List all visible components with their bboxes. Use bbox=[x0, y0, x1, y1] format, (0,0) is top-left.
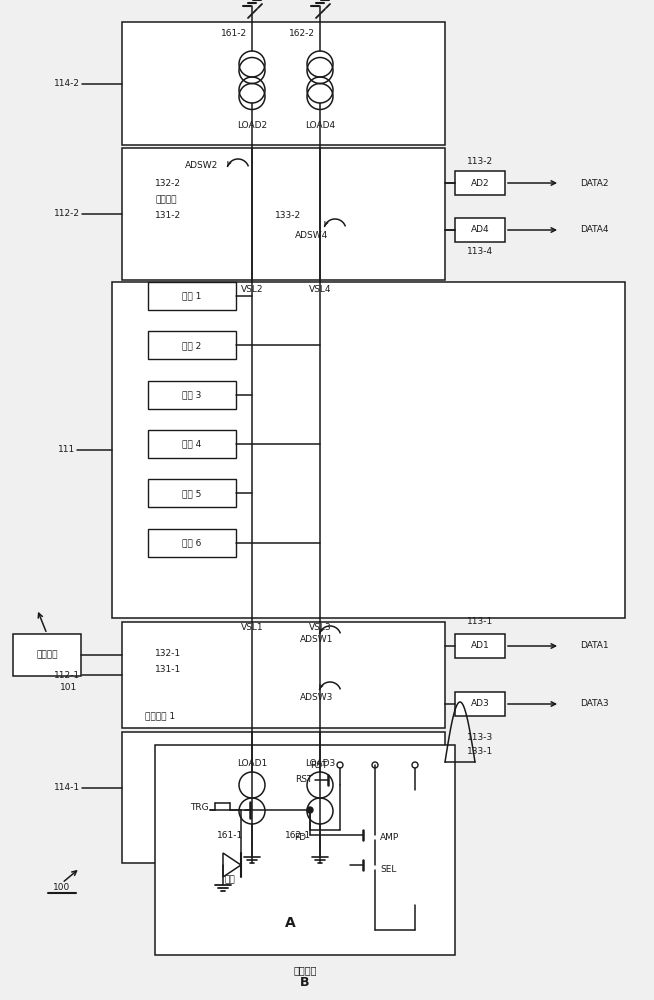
Bar bbox=[122, 148, 445, 280]
Text: 像素: 像素 bbox=[224, 876, 235, 884]
Text: B: B bbox=[300, 976, 310, 990]
Text: SEL: SEL bbox=[380, 865, 396, 874]
Text: 133-2: 133-2 bbox=[275, 211, 301, 220]
Text: ADSW1: ADSW1 bbox=[300, 636, 334, 645]
Text: 像素 6: 像素 6 bbox=[182, 538, 201, 547]
Bar bbox=[122, 22, 445, 145]
Text: 113-1: 113-1 bbox=[467, 617, 493, 626]
Bar bbox=[122, 732, 445, 863]
Text: 131-2: 131-2 bbox=[155, 212, 181, 221]
Bar bbox=[122, 622, 445, 728]
Text: FD: FD bbox=[294, 834, 306, 842]
Text: ADSW3: ADSW3 bbox=[300, 694, 334, 702]
Text: 161-2: 161-2 bbox=[221, 29, 247, 38]
Text: 选择开关 1: 选择开关 1 bbox=[145, 712, 175, 720]
Text: 133-1: 133-1 bbox=[467, 748, 493, 756]
Text: 114-2: 114-2 bbox=[54, 79, 80, 88]
Text: 像素 1: 像素 1 bbox=[182, 292, 201, 300]
Bar bbox=[455, 692, 505, 716]
Text: AD2: AD2 bbox=[471, 178, 489, 188]
Text: 100: 100 bbox=[54, 884, 71, 892]
Text: 132-1: 132-1 bbox=[155, 650, 181, 658]
Text: 161-1: 161-1 bbox=[217, 830, 243, 840]
Text: LOAD4: LOAD4 bbox=[305, 120, 335, 129]
Bar bbox=[112, 282, 625, 618]
Text: 112-1: 112-1 bbox=[54, 670, 80, 680]
Bar bbox=[455, 171, 505, 195]
Bar bbox=[455, 218, 505, 242]
Bar bbox=[155, 745, 455, 955]
Text: 101: 101 bbox=[60, 684, 78, 692]
Text: LOAD1: LOAD1 bbox=[237, 760, 267, 768]
Text: RST: RST bbox=[294, 776, 312, 784]
Text: 113-3: 113-3 bbox=[467, 734, 493, 742]
Text: VSL2: VSL2 bbox=[241, 286, 264, 294]
Text: AD4: AD4 bbox=[471, 226, 489, 234]
Circle shape bbox=[307, 807, 313, 813]
Bar bbox=[148, 331, 236, 359]
Text: 像素 4: 像素 4 bbox=[182, 440, 201, 448]
Text: 162-2: 162-2 bbox=[289, 29, 315, 38]
Text: A: A bbox=[284, 916, 296, 930]
Bar bbox=[148, 381, 236, 409]
Text: DATA3: DATA3 bbox=[580, 700, 609, 708]
Text: VSL4: VSL4 bbox=[309, 286, 331, 294]
Text: 像素 2: 像素 2 bbox=[182, 341, 201, 350]
Text: 控制单元: 控制单元 bbox=[36, 650, 58, 660]
Bar bbox=[148, 430, 236, 458]
Text: 112-2: 112-2 bbox=[54, 210, 80, 219]
Text: 像素 5: 像素 5 bbox=[182, 489, 201, 498]
Text: DATA1: DATA1 bbox=[580, 642, 609, 650]
Text: 像素 3: 像素 3 bbox=[182, 390, 201, 399]
Text: ADSW4: ADSW4 bbox=[295, 231, 328, 239]
Text: TRG: TRG bbox=[190, 802, 209, 812]
Bar bbox=[13, 634, 81, 676]
Text: RST: RST bbox=[310, 760, 328, 770]
Text: 选择开关: 选择开关 bbox=[155, 196, 177, 205]
Text: VSL3: VSL3 bbox=[309, 624, 332, 633]
Text: 162-1: 162-1 bbox=[285, 830, 311, 840]
Text: AMP: AMP bbox=[380, 832, 399, 842]
Text: 131-1: 131-1 bbox=[155, 664, 181, 674]
Text: 111: 111 bbox=[58, 446, 75, 454]
Text: 113-4: 113-4 bbox=[467, 247, 493, 256]
Text: ADSW2: ADSW2 bbox=[185, 161, 218, 170]
Bar bbox=[148, 479, 236, 507]
Text: AD1: AD1 bbox=[471, 642, 489, 650]
Text: 132-2: 132-2 bbox=[155, 178, 181, 188]
Text: LOAD2: LOAD2 bbox=[237, 120, 267, 129]
Text: DATA4: DATA4 bbox=[580, 226, 608, 234]
Text: DATA2: DATA2 bbox=[580, 178, 608, 188]
Bar bbox=[148, 282, 236, 310]
Text: LOAD3: LOAD3 bbox=[305, 760, 335, 768]
Text: AD3: AD3 bbox=[471, 700, 489, 708]
Bar bbox=[148, 529, 236, 557]
Text: VSL1: VSL1 bbox=[241, 624, 264, 633]
Bar bbox=[455, 634, 505, 658]
Text: 113-2: 113-2 bbox=[467, 156, 493, 165]
Text: 像素单元: 像素单元 bbox=[293, 965, 317, 975]
Text: 114-1: 114-1 bbox=[54, 783, 80, 792]
